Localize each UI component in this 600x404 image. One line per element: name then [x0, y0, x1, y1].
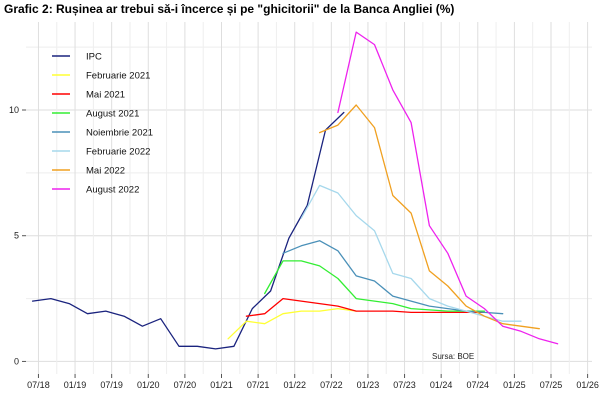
chart-title: Grafic 2: Rușinea ar trebui să-i încerce… — [4, 2, 455, 16]
legend-label: Februarie 2021 — [86, 71, 150, 82]
x-tick-label: 01/19 — [64, 380, 87, 390]
x-tick-label: 07/21 — [247, 380, 270, 390]
y-tick-label: 10 — [9, 105, 19, 115]
x-tick-label: 07/22 — [320, 380, 343, 390]
legend-label: Noiembrie 2021 — [86, 128, 153, 139]
x-tick-label: 01/24 — [430, 380, 453, 390]
legend-label: August 2022 — [86, 185, 139, 196]
series-line-6 — [318, 104, 540, 330]
x-tick-label: 07/18 — [27, 380, 50, 390]
x-tick-label: 01/22 — [283, 380, 306, 390]
y-tick-label: 0 — [14, 356, 19, 366]
x-tick-label: 07/25 — [540, 380, 563, 390]
x-tick-label: 07/24 — [467, 380, 490, 390]
x-tick-label: 01/23 — [357, 380, 380, 390]
series-line-3 — [264, 260, 486, 312]
x-tick-label: 01/25 — [503, 380, 526, 390]
series-lines — [31, 31, 559, 350]
x-tick-label: 01/26 — [576, 380, 599, 390]
x-tick-label: 07/19 — [100, 380, 123, 390]
legend-label: Mai 2021 — [86, 90, 125, 101]
legend-label: Mai 2022 — [86, 166, 125, 177]
series-line-0 — [31, 111, 345, 350]
legend-label: IPC — [86, 52, 102, 63]
legend: IPC Februarie 2021 Mai 2021 August 2021 Noie… — [52, 52, 153, 196]
source-note: Sursa: BOE — [432, 352, 474, 361]
legend-label: Februarie 2022 — [86, 147, 150, 158]
grid — [26, 22, 592, 374]
x-tick-label: 01/20 — [137, 380, 160, 390]
y-axis: 0 5 10 — [9, 105, 26, 366]
legend-label: August 2021 — [86, 109, 139, 120]
x-tick-label: 07/23 — [393, 380, 416, 390]
series-line-7 — [337, 31, 559, 345]
series-line-2 — [245, 297, 486, 317]
x-axis: 07/18 01/19 07/19 01/20 07/20 01/21 07/21 01/22… — [27, 374, 599, 390]
x-tick-label: 07/20 — [174, 380, 197, 390]
y-tick-label: 5 — [14, 231, 19, 241]
x-tick-label: 01/21 — [210, 380, 233, 390]
series-line-1 — [227, 307, 357, 340]
